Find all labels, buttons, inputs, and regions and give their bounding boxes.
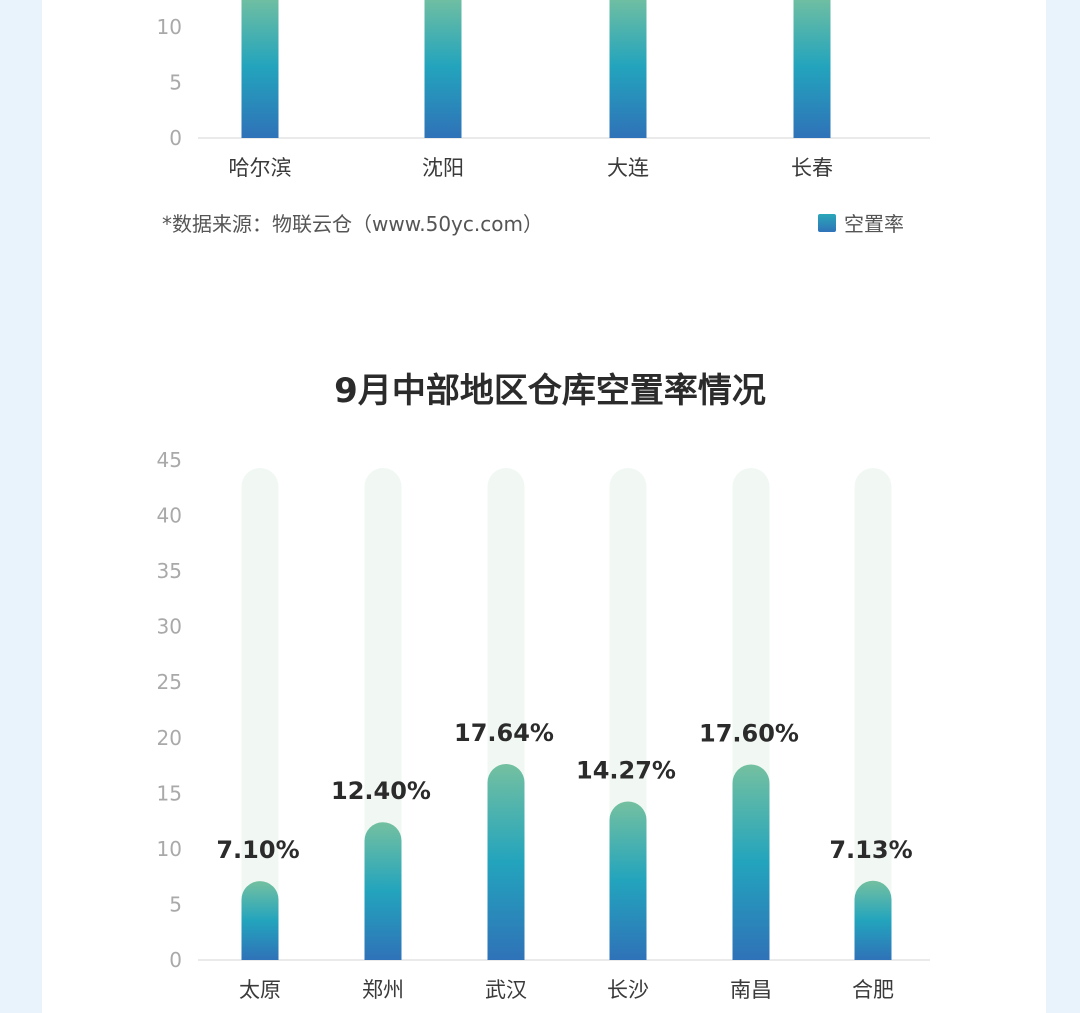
y-tick-label: 10 <box>157 15 182 39</box>
bar-track <box>854 468 892 960</box>
bar <box>732 764 770 960</box>
y-tick-label: 5 <box>169 71 182 95</box>
data-label: 17.64% <box>454 719 554 747</box>
y-tick-label: 35 <box>157 559 182 583</box>
x-tick-label: 郑州 <box>362 978 404 1002</box>
bar <box>854 880 892 960</box>
source-note: *数据来源：物联云仓（www.50yc.com） <box>162 212 543 236</box>
bar <box>793 0 831 138</box>
central-chart: 9月中部地区仓库空置率情况 0 5 10 15 20 25 30 35 40 45 7.10% 太原 12… <box>157 371 930 1002</box>
y-tick-label: 0 <box>169 126 182 150</box>
legend-label: 空置率 <box>844 212 904 236</box>
x-tick-label: 武汉 <box>485 978 527 1002</box>
north-chart: 0 5 10 哈尔滨 沈阳 大连 长春 <box>157 0 930 180</box>
bar <box>241 881 279 960</box>
y-tick-label: 45 <box>157 448 182 472</box>
bar <box>609 801 647 960</box>
x-tick-label: 合肥 <box>852 978 894 1002</box>
y-tick-label: 10 <box>157 837 182 861</box>
bar <box>487 764 525 960</box>
y-tick-label: 40 <box>157 504 182 528</box>
bar <box>241 0 279 138</box>
data-label: 7.13% <box>829 836 912 864</box>
y-tick-label: 25 <box>157 670 182 694</box>
bar-track <box>241 468 279 960</box>
chart-title: 9月中部地区仓库空置率情况 <box>334 371 766 411</box>
y-tick-label: 15 <box>157 781 182 805</box>
legend-swatch <box>818 213 836 232</box>
data-label: 14.27% <box>576 756 676 784</box>
bar <box>364 822 402 960</box>
x-tick-label: 大连 <box>607 156 649 180</box>
x-tick-label: 哈尔滨 <box>229 156 292 180</box>
y-tick-label: 20 <box>157 726 182 750</box>
x-tick-label: 南昌 <box>730 978 772 1002</box>
x-tick-label: 长沙 <box>607 978 649 1002</box>
x-tick-label: 太原 <box>239 978 281 1002</box>
data-label: 12.40% <box>331 777 431 805</box>
bar <box>609 0 647 138</box>
data-label: 7.10% <box>216 836 299 864</box>
y-tick-label: 0 <box>169 948 182 972</box>
y-tick-label: 30 <box>157 615 182 639</box>
legend: 空置率 <box>818 208 904 237</box>
bar <box>424 0 462 138</box>
y-tick-label: 5 <box>169 892 182 916</box>
x-tick-label: 沈阳 <box>422 156 464 180</box>
x-tick-label: 长春 <box>791 156 833 180</box>
data-label: 17.60% <box>699 719 799 747</box>
